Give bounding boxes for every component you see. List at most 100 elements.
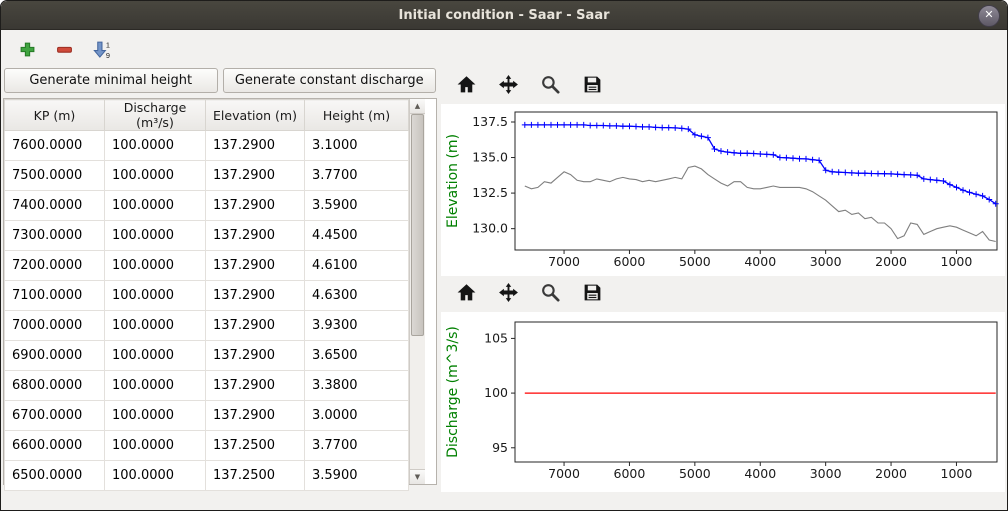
table-cell[interactable]: 137.2900 [205, 190, 305, 221]
table-cell[interactable]: 100.0000 [104, 190, 206, 221]
table-cell[interactable]: 6500.0000 [4, 460, 105, 491]
table-cell[interactable]: 7100.0000 [4, 280, 105, 311]
table-cell[interactable]: 100.0000 [104, 280, 206, 311]
table-cell[interactable]: 6600.0000 [4, 430, 105, 461]
table-cell[interactable]: 137.2900 [205, 130, 305, 161]
home-button[interactable] [449, 280, 483, 308]
save-button[interactable] [575, 72, 609, 100]
scrollbar-thumb[interactable] [411, 114, 424, 337]
home-icon [456, 74, 477, 98]
plot-frame [514, 321, 998, 463]
table-cell[interactable]: 137.2500 [205, 460, 305, 491]
column-header[interactable]: Discharge (m³/s) [104, 99, 206, 131]
home-button[interactable] [449, 72, 483, 100]
table-cell[interactable]: 137.2900 [205, 160, 305, 191]
table-cell[interactable]: 7500.0000 [4, 160, 105, 191]
table-cell[interactable]: 137.2900 [205, 400, 305, 431]
table-cell[interactable]: 137.2900 [205, 250, 305, 281]
svg-text:9: 9 [106, 50, 110, 58]
table-cell[interactable]: 137.2900 [205, 370, 305, 401]
initial-condition-table: KP (m) Discharge (m³/s) Elevation (m) Heigh… [3, 98, 437, 491]
table-cell[interactable]: 3.5900 [304, 190, 409, 221]
y-axis-label: Elevation (m) [445, 134, 461, 228]
table-vertical-scrollbar[interactable]: ▲ ▼ [409, 99, 425, 484]
zoom-button[interactable] [533, 280, 567, 308]
remove-row-button[interactable] [54, 39, 75, 60]
scroll-down-button[interactable]: ▼ [410, 469, 425, 484]
table-cell[interactable]: 3.9300 [304, 310, 409, 341]
generate-constant-discharge-button[interactable]: Generate constant discharge [222, 68, 436, 93]
y-axis-label: Discharge (m^3/s) [445, 326, 461, 458]
table-row: 7500.0000 100.0000 137.2900 3.7700 [4, 160, 409, 191]
x-tick-label: 4000 [744, 254, 776, 269]
table-row: 6600.0000 100.0000 137.2500 3.7700 [4, 430, 409, 461]
table-cell[interactable]: 3.7700 [304, 430, 409, 461]
scroll-up-button[interactable]: ▲ [410, 99, 425, 114]
main-toolbar: 1 9 [1, 30, 1007, 68]
pan-button[interactable] [491, 280, 525, 308]
table-cell[interactable]: 137.2900 [205, 280, 305, 311]
x-tick-label: 7000 [548, 466, 580, 481]
table-cell[interactable]: 3.7700 [304, 160, 409, 191]
table-cell[interactable]: 3.3800 [304, 370, 409, 401]
table-cell[interactable]: 3.6500 [304, 340, 409, 371]
add-icon [19, 41, 36, 58]
content: Generate minimal height Generate constan… [1, 68, 1007, 510]
table-cell[interactable]: 3.0000 [304, 400, 409, 431]
table-cell[interactable]: 7000.0000 [4, 310, 105, 341]
column-header[interactable]: KP (m) [4, 99, 105, 131]
table-cell[interactable]: 7300.0000 [4, 220, 105, 251]
table-cell[interactable]: 6900.0000 [4, 340, 105, 371]
table-cell[interactable]: 100.0000 [104, 130, 206, 161]
table-row: 7200.0000 100.0000 137.2900 4.6100 [4, 250, 409, 281]
discharge-figure[interactable]: 7000 6000 5000 4000 3000 2000 1000 95 100 105 Disc… [441, 312, 1005, 492]
table-cell[interactable]: 137.2500 [205, 430, 305, 461]
add-row-button[interactable] [17, 39, 38, 60]
table-cell[interactable]: 100.0000 [104, 160, 206, 191]
scrollbar-track[interactable] [410, 114, 425, 469]
table-cell[interactable]: 100.0000 [104, 220, 206, 251]
column-header[interactable]: Elevation (m) [205, 99, 305, 131]
table-cell[interactable]: 137.2900 [205, 220, 305, 251]
table-cell[interactable]: 100.0000 [104, 250, 206, 281]
table-cell[interactable]: 7400.0000 [4, 190, 105, 221]
table-body: 7600.0000 100.0000 137.2900 3.1000 7500.0000… [4, 130, 409, 491]
table-cell[interactable]: 4.6300 [304, 280, 409, 311]
discharge-plot-canvas[interactable]: 7000 6000 5000 4000 3000 2000 1000 95 100 105 Disc… [441, 312, 1005, 492]
save-icon [582, 74, 603, 98]
table-cell[interactable]: 137.2900 [205, 340, 305, 371]
table-cell[interactable]: 7600.0000 [4, 130, 105, 161]
table-row: 7000.0000 100.0000 137.2900 3.9300 [4, 310, 409, 341]
table-cell[interactable]: 3.5900 [304, 460, 409, 491]
table-cell[interactable]: 4.6100 [304, 250, 409, 281]
save-button[interactable] [575, 280, 609, 308]
table-cell[interactable]: 100.0000 [104, 460, 206, 491]
table-cell[interactable]: 100.0000 [104, 310, 206, 341]
table-cell[interactable]: 100.0000 [104, 430, 206, 461]
table-cell[interactable]: 137.2900 [205, 310, 305, 341]
table-cell[interactable]: 4.4500 [304, 220, 409, 251]
titlebar[interactable]: Initial condition - Saar - Saar ✕ [1, 1, 1007, 30]
y-tick-label: 132.5 [472, 185, 508, 200]
table-cell[interactable]: 3.1000 [304, 130, 409, 161]
table-cell[interactable]: 100.0000 [104, 340, 206, 371]
generate-minimal-height-button[interactable]: Generate minimal height [4, 68, 218, 93]
elevation-plot-toolbar [441, 68, 1005, 104]
table-cell[interactable]: 100.0000 [104, 400, 206, 431]
pan-button[interactable] [491, 72, 525, 100]
sort-rows-button[interactable]: 1 9 [91, 38, 114, 61]
table-cell[interactable]: 100.0000 [104, 370, 206, 401]
close-button[interactable]: ✕ [978, 5, 1000, 27]
table-cell[interactable]: 6700.0000 [4, 400, 105, 431]
elevation-figure[interactable]: 7000 6000 5000 4000 3000 2000 1000 130.0 132.5 13… [441, 104, 1005, 276]
table-row: 7600.0000 100.0000 137.2900 3.1000 [4, 130, 409, 161]
plots-panel: 7000 6000 5000 4000 3000 2000 1000 130.0 132.5 13… [437, 68, 1005, 510]
table-cell[interactable]: 6800.0000 [4, 370, 105, 401]
y-tick-label: 135.0 [472, 150, 508, 165]
column-header[interactable]: Height (m) [304, 99, 409, 131]
table-cell[interactable]: 7200.0000 [4, 250, 105, 281]
zoom-button[interactable] [533, 72, 567, 100]
y-tick-label: 130.0 [472, 221, 508, 236]
elevation-plot-canvas[interactable]: 7000 6000 5000 4000 3000 2000 1000 130.0 132.5 13… [441, 104, 1005, 276]
